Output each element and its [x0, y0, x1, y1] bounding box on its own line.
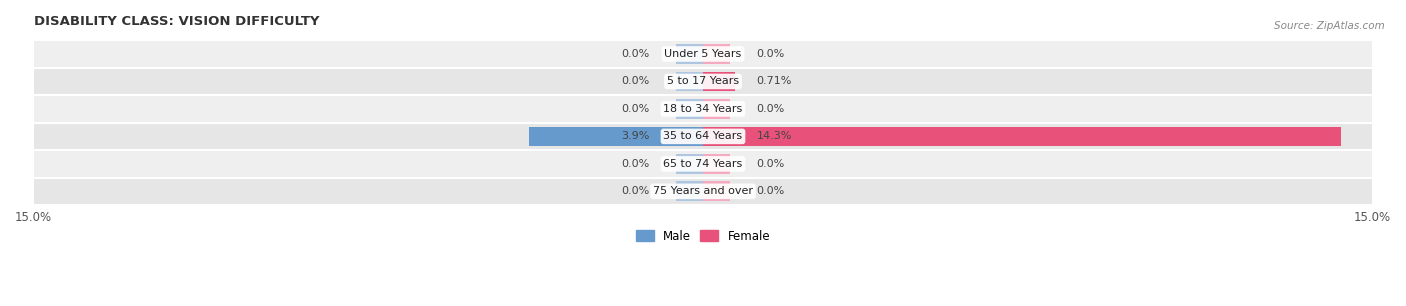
- Legend: Male, Female: Male, Female: [631, 225, 775, 248]
- Bar: [676, 154, 703, 174]
- Text: 65 to 74 Years: 65 to 74 Years: [664, 159, 742, 169]
- Bar: [529, 126, 703, 146]
- Text: 75 Years and over: 75 Years and over: [652, 186, 754, 196]
- Bar: [676, 72, 703, 91]
- Text: 0.0%: 0.0%: [621, 159, 650, 169]
- Text: 5 to 17 Years: 5 to 17 Years: [666, 76, 740, 87]
- Text: 0.0%: 0.0%: [621, 186, 650, 196]
- Text: 0.0%: 0.0%: [756, 186, 785, 196]
- Text: 0.0%: 0.0%: [621, 76, 650, 87]
- Bar: [703, 181, 730, 201]
- Text: Source: ZipAtlas.com: Source: ZipAtlas.com: [1274, 21, 1385, 32]
- Text: DISABILITY CLASS: VISION DIFFICULTY: DISABILITY CLASS: VISION DIFFICULTY: [34, 15, 319, 28]
- Text: 0.71%: 0.71%: [756, 76, 792, 87]
- Text: 0.0%: 0.0%: [756, 104, 785, 114]
- Bar: [34, 95, 1372, 123]
- Bar: [703, 44, 730, 64]
- Text: 0.0%: 0.0%: [756, 159, 785, 169]
- Bar: [703, 99, 730, 119]
- Text: 3.9%: 3.9%: [621, 131, 650, 141]
- Bar: [703, 154, 730, 174]
- Text: 0.0%: 0.0%: [621, 104, 650, 114]
- Bar: [676, 99, 703, 119]
- Bar: [34, 68, 1372, 95]
- Bar: [676, 181, 703, 201]
- Bar: [703, 126, 1341, 146]
- Text: Under 5 Years: Under 5 Years: [665, 49, 741, 59]
- Bar: [34, 150, 1372, 177]
- Bar: [676, 44, 703, 64]
- Bar: [34, 177, 1372, 205]
- Bar: [34, 40, 1372, 68]
- Text: 0.0%: 0.0%: [621, 49, 650, 59]
- Text: 14.3%: 14.3%: [756, 131, 792, 141]
- Bar: [703, 72, 735, 91]
- Text: 18 to 34 Years: 18 to 34 Years: [664, 104, 742, 114]
- Text: 35 to 64 Years: 35 to 64 Years: [664, 131, 742, 141]
- Text: 0.0%: 0.0%: [756, 49, 785, 59]
- Bar: [34, 123, 1372, 150]
